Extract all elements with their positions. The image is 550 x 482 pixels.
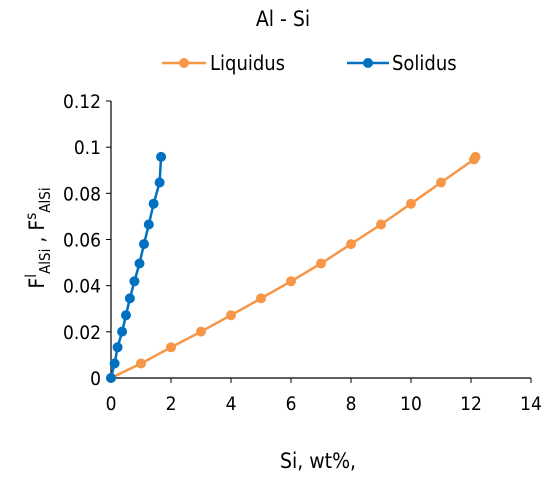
legend-label-liquidus: Liquidus (210, 51, 285, 75)
data-point-liquidus (376, 219, 386, 230)
x-tick-label: 10 (400, 393, 422, 415)
y-axis-label-part: , F (25, 220, 49, 249)
data-point-solidus (112, 342, 123, 353)
data-point-liquidus (256, 293, 266, 304)
x-tick-label: 0 (106, 393, 117, 415)
series-line-liquidus (110, 156, 477, 380)
legend-marker-liquidus (179, 58, 189, 68)
data-point-liquidus (226, 310, 236, 321)
tick-labels: 0 0.02 0.04 0.06 0.08 0.1 0.12 0 2 4 6 8 10 12 14 (63, 91, 542, 415)
data-point-solidus (139, 239, 149, 250)
data-point-solidus (124, 293, 135, 304)
data-point-solidus (129, 276, 140, 287)
data-point-solidus (117, 326, 128, 337)
data-point-liquidus (166, 342, 176, 353)
data-point-liquidus (436, 177, 446, 188)
legend-label-solidus: Solidus (392, 51, 457, 75)
y-axis-label: FlAlSi , FsAlSi (22, 187, 54, 288)
plot-area (106, 151, 481, 383)
legend: Liquidus Solidus (162, 51, 457, 75)
y-tick-label: 0.1 (74, 137, 101, 159)
data-point-solidus (106, 373, 116, 383)
data-point-liquidus (196, 326, 206, 337)
data-point-liquidus (470, 151, 481, 162)
data-point-solidus (134, 258, 145, 269)
x-axis-label: Si, wt%, (280, 449, 356, 473)
y-tick-label: 0.06 (63, 230, 101, 252)
data-point-solidus (148, 198, 159, 209)
y-axis-label-part: l (22, 274, 40, 278)
chart-title: Al - Si (256, 7, 310, 31)
legend-item-liquidus: Liquidus (162, 51, 285, 75)
data-point-solidus (143, 219, 154, 230)
y-axis-label-part: s (22, 213, 40, 220)
data-point-solidus (121, 310, 131, 321)
x-tick-label: 2 (166, 393, 177, 415)
y-tick-label: 0.04 (63, 276, 101, 298)
y-axis-label-part: AlSi (36, 249, 54, 274)
data-point-solidus (154, 177, 165, 188)
data-point-liquidus (346, 239, 356, 250)
axes (106, 100, 532, 383)
data-point-solidus (156, 151, 167, 162)
data-point-liquidus (136, 358, 146, 369)
data-point-liquidus (286, 276, 296, 287)
y-tick-label: 0 (90, 368, 101, 390)
x-tick-label: 6 (286, 393, 297, 415)
data-point-liquidus (316, 258, 326, 269)
x-tick-label: 8 (346, 393, 357, 415)
y-tick-label: 0.08 (63, 183, 101, 205)
y-axis-label-part: F (25, 278, 49, 289)
y-tick-label: 0.02 (63, 322, 101, 344)
data-point-solidus (109, 358, 120, 369)
x-tick-label: 4 (226, 393, 237, 415)
x-tick-label: 12 (460, 393, 482, 415)
x-tick-label: 14 (520, 393, 542, 415)
data-point-liquidus (406, 198, 416, 209)
legend-item-solidus: Solidus (347, 51, 457, 75)
y-tick-label: 0.12 (63, 91, 101, 113)
legend-marker-solidus (363, 58, 373, 68)
y-axis-label-part: AlSi (36, 187, 54, 212)
